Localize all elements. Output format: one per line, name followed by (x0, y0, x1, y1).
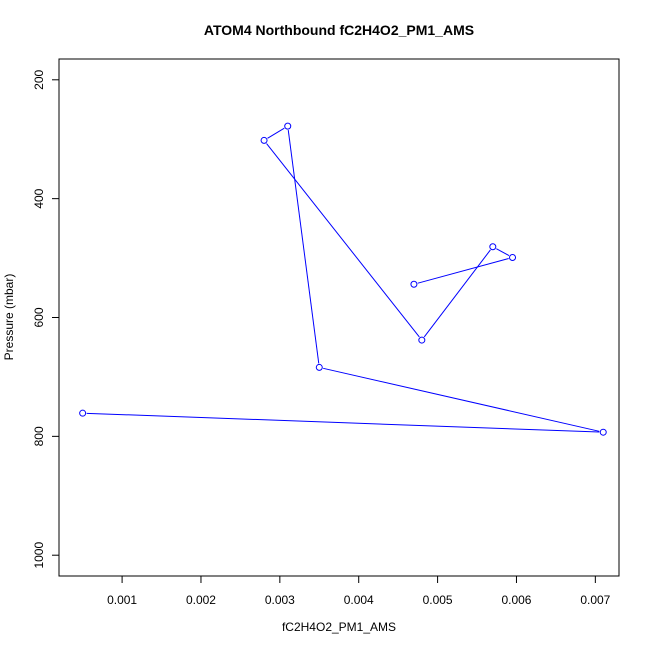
series-line-segment (423, 249, 491, 338)
data-point (489, 243, 497, 251)
x-axis-ticks: 0.001 0.002 0.003 0.004 0.005 0.006 0.007 (107, 576, 611, 607)
x-tick-label: 0.006 (501, 593, 531, 607)
series-line-segment (267, 127, 285, 139)
x-axis-label: fC2H4O2_PM1_AMS (282, 620, 396, 634)
data-point (284, 122, 292, 130)
data-point (79, 409, 87, 417)
y-tick-label: 1000 (32, 542, 46, 569)
data-point (418, 336, 426, 344)
y-axis-label: Pressure (mbar) (2, 274, 16, 361)
data-point (599, 428, 607, 436)
series-line-segment (287, 130, 320, 364)
x-tick-label: 0.005 (423, 593, 453, 607)
series-line-segment (417, 258, 509, 284)
y-tick-label: 600 (32, 307, 46, 327)
x-tick-label: 0.004 (344, 593, 374, 607)
series-layer (79, 122, 607, 436)
series-line-segment (323, 367, 600, 432)
data-point (509, 253, 517, 261)
data-point (410, 280, 418, 288)
y-tick-label: 400 (32, 188, 46, 208)
series-line-segment (266, 143, 420, 338)
x-tick-label: 0.002 (186, 593, 216, 607)
x-tick-label: 0.001 (107, 593, 137, 607)
y-axis-ticks: 200 400 600 800 1000 (32, 69, 59, 569)
data-point (315, 363, 323, 371)
chart-title: ATOM4 Northbound fC2H4O2_PM1_AMS (204, 22, 474, 38)
series-line-segment (86, 412, 600, 433)
data-point (260, 136, 268, 144)
x-tick-label: 0.007 (580, 593, 610, 607)
y-tick-label: 200 (32, 69, 46, 89)
series-line-segment (496, 248, 510, 257)
x-tick-label: 0.003 (265, 593, 295, 607)
y-tick-label: 800 (32, 426, 46, 446)
